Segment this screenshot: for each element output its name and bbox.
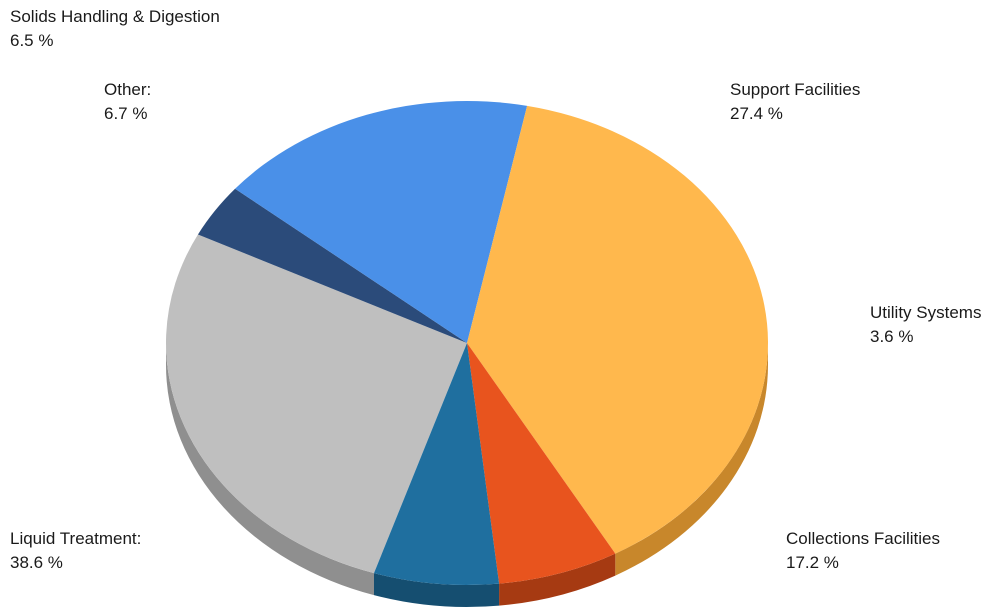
pie-slices [166, 100, 768, 585]
pie-slice [467, 343, 616, 584]
slice-label: Utility Systems [870, 303, 981, 322]
pie-depth [166, 343, 768, 608]
slice-side [499, 553, 616, 606]
slice-label: Liquid Treatment: [10, 529, 141, 548]
pie-slice [373, 343, 500, 585]
slice-value: 38.6 % [10, 553, 63, 572]
label-solids-handling-digestion: Solids Handling & Digestion 6.5 % [10, 7, 220, 50]
slice-side [615, 343, 768, 576]
slice-side [166, 343, 374, 596]
pie-slice [467, 105, 768, 554]
slice-label: Collections Facilities [786, 529, 940, 548]
slice-value: 17.2 % [786, 553, 839, 572]
slice-label: Other: [104, 80, 151, 99]
label-utility-systems: Utility Systems 3.6 % [870, 303, 981, 346]
slice-value: 27.4 % [730, 104, 783, 123]
slice-value: 6.5 % [10, 31, 53, 50]
label-support-facilities: Support Facilities 27.4 % [730, 80, 860, 123]
slice-value: 3.6 % [870, 327, 913, 346]
pie-slice [197, 188, 467, 343]
slice-value: 6.7 % [104, 104, 147, 123]
label-collections-facilities: Collections Facilities 17.2 % [786, 529, 940, 572]
label-liquid-treatment: Liquid Treatment: 38.6 % [10, 529, 141, 572]
slice-label: Support Facilities [730, 80, 860, 99]
pie-slice [235, 100, 528, 343]
label-other: Other: 6.7 % [104, 80, 151, 123]
pie-slice [166, 234, 468, 574]
slice-label: Solids Handling & Digestion [10, 7, 220, 26]
slice-side [373, 573, 500, 608]
